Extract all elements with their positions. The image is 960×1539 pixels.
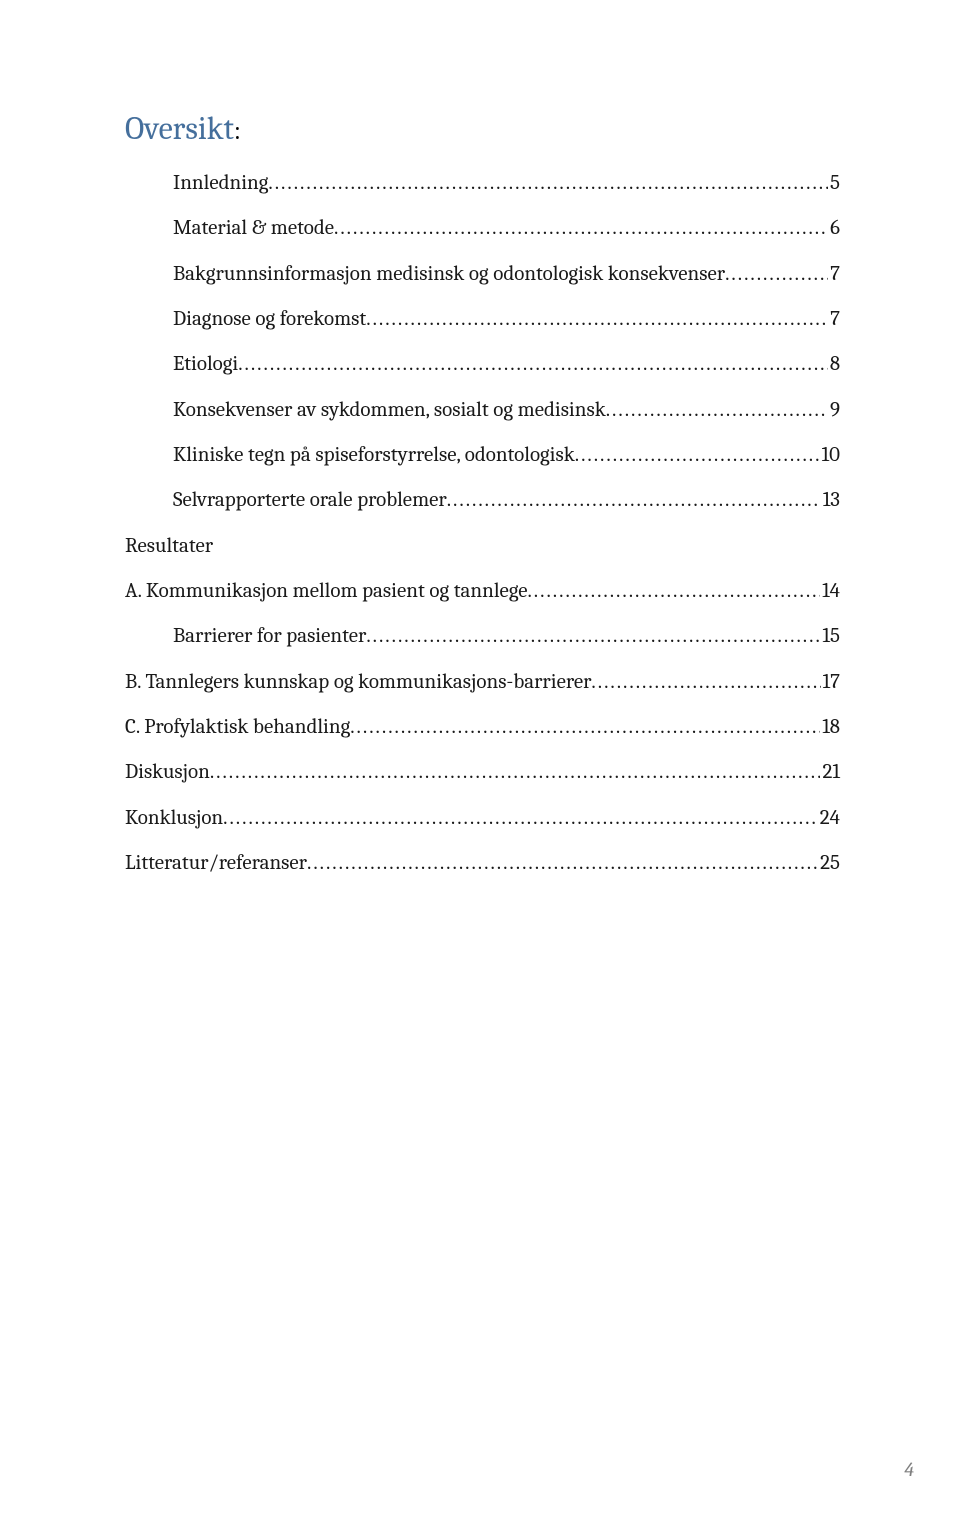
toc-page: 6 [828,214,840,242]
toc-label: Diskusjon [125,758,210,786]
toc-row: C. Profylaktisk behandling 18 [125,713,840,741]
toc-row: Konsekvenser av sykdommen, sosialt og me… [125,396,840,424]
toc-label: Litteratur/referanser [125,849,307,877]
page-title: Oversikt [125,110,234,147]
toc-label: B. Tannlegers kunnskap og kommunikasjons… [125,668,591,696]
toc-label: Konsekvenser av sykdommen, sosialt og me… [173,396,606,424]
toc-leader [591,668,820,696]
page: Oversikt : Innledning 5 Material & metode 6… [0,0,960,1539]
toc-page: 17 [821,668,840,696]
toc-row: Material & metode 6 [125,214,840,242]
toc-leader [606,396,828,424]
toc-leader [350,713,820,741]
toc-leader [527,577,820,605]
toc-row: Konklusjon 24 [125,804,840,832]
toc-page: 7 [828,260,840,288]
toc-page: 18 [820,713,840,741]
toc-leader [447,486,821,514]
toc-label: Selvrapporterte orale problemer [173,486,447,514]
toc-page: 9 [828,396,840,424]
toc-row: Barrierer for pasienter 15 [125,622,840,650]
title-colon: : [234,116,241,146]
toc-page: 15 [820,622,840,650]
toc-row: Diskusjon 21 [125,758,840,786]
toc-page: 5 [828,169,840,197]
toc-page: 8 [828,350,840,378]
toc-section-header: Resultater [125,532,840,560]
toc-label: A. Kommunikasjon mellom pasient og tannl… [125,577,527,605]
toc-label: Kliniske tegn på spiseforstyrrelse, odon… [173,441,575,469]
toc-leader [366,305,828,333]
toc-row: Etiologi 8 [125,350,840,378]
toc-page: 25 [818,849,840,877]
toc-row: Litteratur/referanser 25 [125,849,840,877]
table-of-contents: Innledning 5 Material & metode 6 Bakgrunnsin… [125,169,840,878]
toc-leader [575,441,820,469]
page-number: 4 [904,1458,914,1481]
toc-row: Kliniske tegn på spiseforstyrrelse, odon… [125,441,840,469]
toc-label: Konklusjon [125,804,223,832]
toc-leader [238,350,828,378]
toc-leader [268,169,828,197]
toc-label: C. Profylaktisk behandling [125,713,350,741]
title-line: Oversikt : [125,110,840,147]
toc-label: Bakgrunnsinformasjon medisinsk og odonto… [173,260,725,288]
toc-row: Selvrapporterte orale problemer 13 [125,486,840,514]
toc-leader [223,804,818,832]
toc-row: Bakgrunnsinformasjon medisinsk og odonto… [125,260,840,288]
toc-label: Diagnose og forekomst [173,305,366,333]
toc-label: Innledning [173,169,268,197]
toc-label: Barrierer for pasienter [173,622,366,650]
toc-page: 13 [821,486,840,514]
toc-label: Material & metode [173,214,334,242]
toc-page: 14 [820,577,840,605]
toc-page: 7 [828,305,840,333]
toc-page: 24 [818,804,840,832]
toc-leader [725,260,828,288]
toc-leader [334,214,828,242]
toc-row: Diagnose og forekomst 7 [125,305,840,333]
toc-leader [210,758,821,786]
toc-row: Innledning 5 [125,169,840,197]
toc-row: B. Tannlegers kunnskap og kommunikasjons… [125,668,840,696]
toc-leader [307,849,818,877]
toc-page: 21 [820,758,840,786]
toc-page: 10 [820,441,840,469]
toc-row: A. Kommunikasjon mellom pasient og tannl… [125,577,840,605]
toc-leader [366,622,820,650]
toc-label: Etiologi [173,350,238,378]
